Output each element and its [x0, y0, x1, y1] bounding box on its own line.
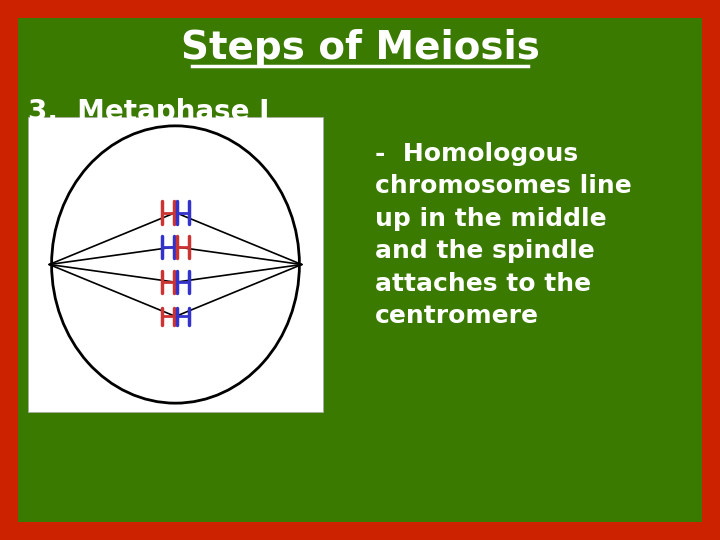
Bar	[28, 117, 323, 412]
Text: Steps of Meiosis: Steps of Meiosis	[181, 29, 539, 67]
Ellipse shape	[52, 126, 300, 403]
Text: 3.  Metaphase I: 3. Metaphase I	[28, 98, 269, 126]
Text: -  Homologous
chromosomes line
up in the middle
and the spindle
attaches to the
: - Homologous chromosomes line up in the …	[375, 141, 631, 328]
